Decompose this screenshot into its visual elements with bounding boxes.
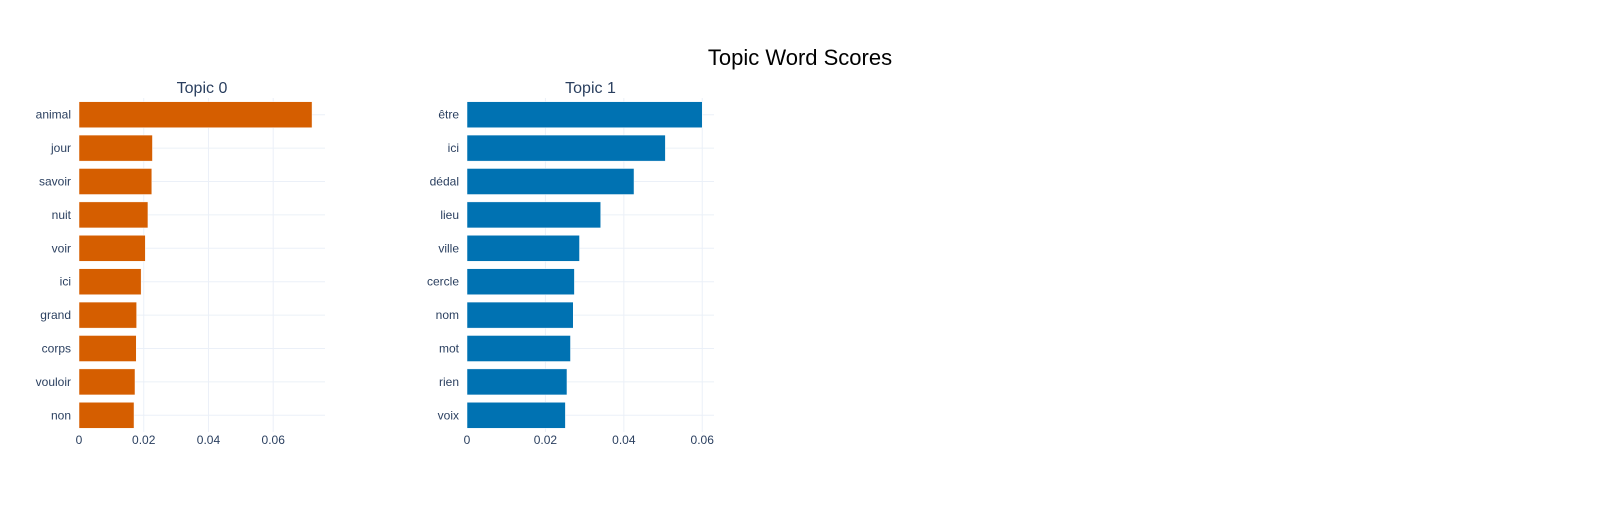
bar-nom <box>466 301 574 329</box>
category-label: animal <box>36 108 71 122</box>
bar-lieu <box>466 201 601 229</box>
bar-non <box>78 402 135 429</box>
category-label: ici <box>448 141 459 155</box>
bar-nuit <box>78 201 149 229</box>
subplot-title: Topic 0 <box>177 80 228 97</box>
category-label: nom <box>436 308 459 322</box>
x-tick-label: 0 <box>76 433 83 447</box>
x-tick-label: 0.06 <box>691 433 715 447</box>
category-labels: être ici dédal lieu ville cercle nom mot rien voi… <box>427 108 460 423</box>
subplot-topic-1: Topic 1 être ici dédal lieu ville cercle nom mo… <box>427 80 714 447</box>
category-label: nuit <box>52 208 72 222</box>
category-label: rien <box>439 375 459 389</box>
bar-corps <box>78 335 137 362</box>
category-label: grand <box>40 308 71 322</box>
category-label: savoir <box>39 175 71 189</box>
x-tick-label: 0.04 <box>612 433 636 447</box>
x-tick-label: 0 <box>464 433 471 447</box>
bar-animal <box>78 101 313 128</box>
category-label: ville <box>438 241 459 255</box>
bars <box>466 101 703 429</box>
bars <box>78 101 313 429</box>
category-label: non <box>51 408 71 422</box>
bar-savoir <box>78 168 153 195</box>
bar-ville <box>466 235 580 262</box>
x-tick-label: 0.02 <box>132 433 156 447</box>
bar-vouloir <box>78 368 136 396</box>
category-labels: animal jour savoir nuit voir ici grand corps vou… <box>36 108 72 423</box>
category-label: voix <box>438 408 459 422</box>
bar-voix <box>466 402 566 429</box>
category-label: voir <box>52 241 71 255</box>
bar-dédal <box>466 168 635 195</box>
x-tick-label: 0.06 <box>262 433 286 447</box>
bar-être <box>466 101 703 128</box>
category-label: mot <box>439 342 460 356</box>
chart-title: Topic Word Scores <box>708 45 892 70</box>
bar-ici <box>78 268 142 295</box>
category-label: être <box>438 108 459 122</box>
bar-ici <box>466 134 666 162</box>
category-label: corps <box>42 342 71 356</box>
subplot-topic-0: Topic 0 animal jour savoir nuit voir ici grand… <box>36 80 325 447</box>
category-label: ici <box>60 275 71 289</box>
category-label: jour <box>50 141 71 155</box>
bar-voir <box>78 235 146 262</box>
x-tick-labels: 0 0.02 0.04 0.06 <box>76 433 286 447</box>
x-tick-labels: 0 0.02 0.04 0.06 <box>464 433 715 447</box>
bar-grand <box>78 301 137 329</box>
bar-jour <box>78 134 153 162</box>
bar-mot <box>466 335 571 362</box>
category-label: cercle <box>427 275 459 289</box>
x-tick-label: 0.02 <box>534 433 558 447</box>
bar-rien <box>466 368 568 396</box>
bar-cercle <box>466 268 575 295</box>
category-label: dédal <box>430 175 459 189</box>
x-tick-label: 0.04 <box>197 433 221 447</box>
category-label: vouloir <box>36 375 71 389</box>
category-label: lieu <box>440 208 459 222</box>
subplot-title: Topic 1 <box>565 80 616 97</box>
